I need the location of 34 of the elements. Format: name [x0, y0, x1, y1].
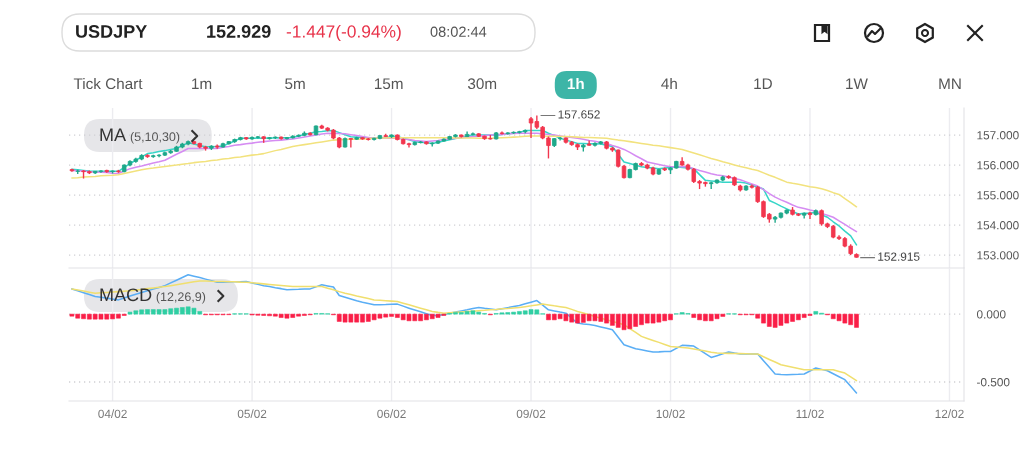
category-label: 15m — [374, 78, 403, 90]
text: -1.447(-0.94%) — [286, 24, 401, 42]
annotation: MA — [100, 128, 127, 141]
x-tick-label: 11/02 — [796, 409, 824, 418]
y-tick-label: 156.000 — [977, 161, 1019, 170]
y-tick-label: 154.000 — [977, 221, 1019, 230]
annotation: 152.915 — [878, 252, 920, 261]
y-tick-label: -0.500 — [977, 378, 1010, 387]
category-label: 5m — [285, 78, 305, 90]
x-tick-label: 09/02 — [516, 409, 546, 418]
category-label: 4h — [661, 77, 677, 89]
y-tick-label: 155.000 — [977, 191, 1019, 200]
category-label: 1m — [192, 78, 212, 89]
annotation: 157.652 — [558, 110, 600, 119]
x-tick-label: 04/02 — [98, 409, 127, 418]
x-tick-label: 10/02 — [656, 409, 685, 418]
candlestick — [348, 137, 354, 149]
annotation: (12,26,9) — [156, 291, 206, 304]
category-label: 1W — [846, 78, 868, 89]
text: USDJPY — [76, 25, 147, 38]
x-tick-label: 12/02 — [935, 409, 964, 418]
category-label: MN — [939, 78, 961, 89]
category-label: 1D — [754, 78, 772, 89]
category-label: 1h — [567, 77, 584, 89]
y-tick-label: 157.000 — [977, 131, 1019, 140]
annotation: (5,10,30) — [130, 131, 180, 144]
x-tick-label: 06/02 — [377, 409, 406, 418]
text: 152.929 — [207, 25, 271, 38]
category-label: 30m — [467, 78, 497, 90]
text: 08:02:44 — [430, 26, 487, 37]
category-label: Tick Chart — [73, 77, 143, 90]
y-tick-label: 0.000 — [976, 310, 1006, 319]
x-tick-label: 05/02 — [237, 409, 267, 418]
y-tick-label: 153.000 — [977, 251, 1019, 260]
